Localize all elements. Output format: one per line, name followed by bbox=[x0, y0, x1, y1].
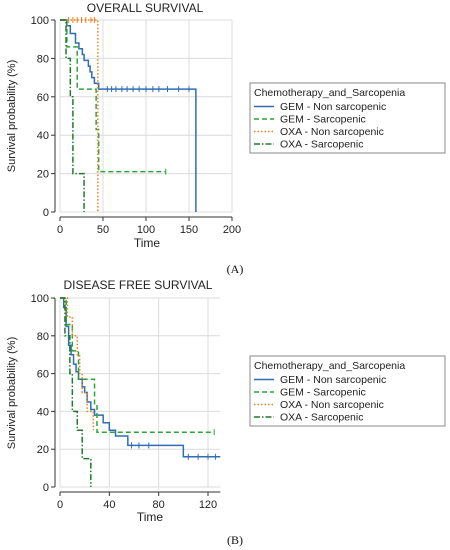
legend-entry: GEM - Non sarcopenic bbox=[280, 374, 386, 386]
chart-b-title: DISEASE FREE SURVIVAL bbox=[64, 278, 213, 292]
km-curve-oxa-non-sarcopenic bbox=[60, 19, 99, 212]
y-tick-label: 40 bbox=[37, 406, 49, 418]
km-curve-gem-sarcopenic bbox=[60, 19, 166, 173]
legend-box bbox=[249, 355, 446, 427]
legend-entry: OXA - Non sarcopenic bbox=[280, 126, 384, 138]
y-tick-label: 20 bbox=[37, 444, 49, 456]
y-tick-label: 100 bbox=[31, 15, 49, 27]
y-tick-label: 80 bbox=[37, 53, 49, 65]
x-tick-label: 80 bbox=[153, 499, 165, 511]
y-tick-label: 60 bbox=[37, 369, 49, 381]
chart-a-legend: Chemotherapy_and_Sarcopenia GEM - Non sar… bbox=[249, 82, 446, 154]
chart-a-title: OVERALL SURVIVAL bbox=[87, 1, 204, 15]
km-curve-gem-non-sarcopenic bbox=[60, 19, 197, 212]
x-tick-label: 120 bbox=[199, 499, 217, 511]
km-curve-oxa-sarcopenic bbox=[60, 297, 92, 487]
x-tick-label: 200 bbox=[223, 224, 241, 236]
chart-b-legend: Chemotherapy_and_Sarcopenia GEM - Non sar… bbox=[249, 355, 446, 427]
km-curve-oxa-non-sarcopenic bbox=[60, 297, 95, 431]
chart-b-axes: 0 20 40 60 80 100 0 40 80 120 bbox=[31, 293, 221, 511]
x-tick-label: 50 bbox=[97, 224, 109, 236]
legend-title: Chemotherapy_and_Sarcopenia bbox=[254, 360, 405, 372]
panel-a-label: (A) bbox=[227, 262, 244, 276]
legend-entry: GEM - Non sarcopenic bbox=[280, 101, 386, 113]
chart-a-xlabel: Time bbox=[134, 236, 161, 250]
km-curve-gem-sarcopenic bbox=[60, 297, 215, 433]
chart-a-ylabel: Survival probability (%) bbox=[6, 60, 18, 172]
legend-entry: GEM - Sarcopenic bbox=[280, 114, 366, 126]
legend-entry: OXA - Sarcopenic bbox=[280, 412, 363, 424]
legend-box bbox=[249, 82, 446, 154]
x-tick-label: 100 bbox=[137, 224, 155, 236]
disease-free-survival-panel: DISEASE FREE SURVIVAL 0 20 40 60 80 100 0 40 80 1… bbox=[6, 278, 446, 547]
y-tick-label: 20 bbox=[37, 169, 49, 181]
x-tick-label: 0 bbox=[57, 224, 63, 236]
x-tick-label: 150 bbox=[180, 224, 198, 236]
km-curve-gem-non-sarcopenic bbox=[60, 297, 221, 458]
legend-entry: GEM - Sarcopenic bbox=[280, 387, 366, 399]
chart-b-series bbox=[60, 297, 221, 487]
x-tick-label: 40 bbox=[103, 499, 115, 511]
y-tick-label: 0 bbox=[43, 482, 49, 494]
chart-a-series bbox=[60, 17, 197, 212]
y-tick-label: 80 bbox=[37, 331, 49, 343]
legend-title: Chemotherapy_and_Sarcopenia bbox=[254, 87, 405, 99]
panel-b-label: (B) bbox=[227, 533, 243, 547]
km-curve-oxa-sarcopenic bbox=[60, 19, 85, 212]
legend-entry: OXA - Non sarcopenic bbox=[280, 399, 384, 411]
legend-entry: OXA - Sarcopenic bbox=[280, 139, 363, 151]
y-tick-label: 60 bbox=[37, 92, 49, 104]
chart-b-ylabel: Survival probability (%) bbox=[6, 337, 18, 449]
x-tick-label: 0 bbox=[57, 499, 63, 511]
chart-b-xlabel: Time bbox=[137, 510, 164, 524]
chart-a-axes: 0 20 40 60 80 100 0 50 100 150 200 bbox=[31, 15, 242, 236]
y-tick-label: 40 bbox=[37, 130, 49, 142]
y-tick-label: 100 bbox=[31, 293, 49, 305]
y-tick-label: 0 bbox=[43, 207, 49, 219]
chart-a-grid bbox=[59, 19, 233, 213]
overall-survival-panel: OVERALL SURVIVAL 0 20 40 60 80 100 0 50 100 150 20… bbox=[6, 1, 446, 276]
